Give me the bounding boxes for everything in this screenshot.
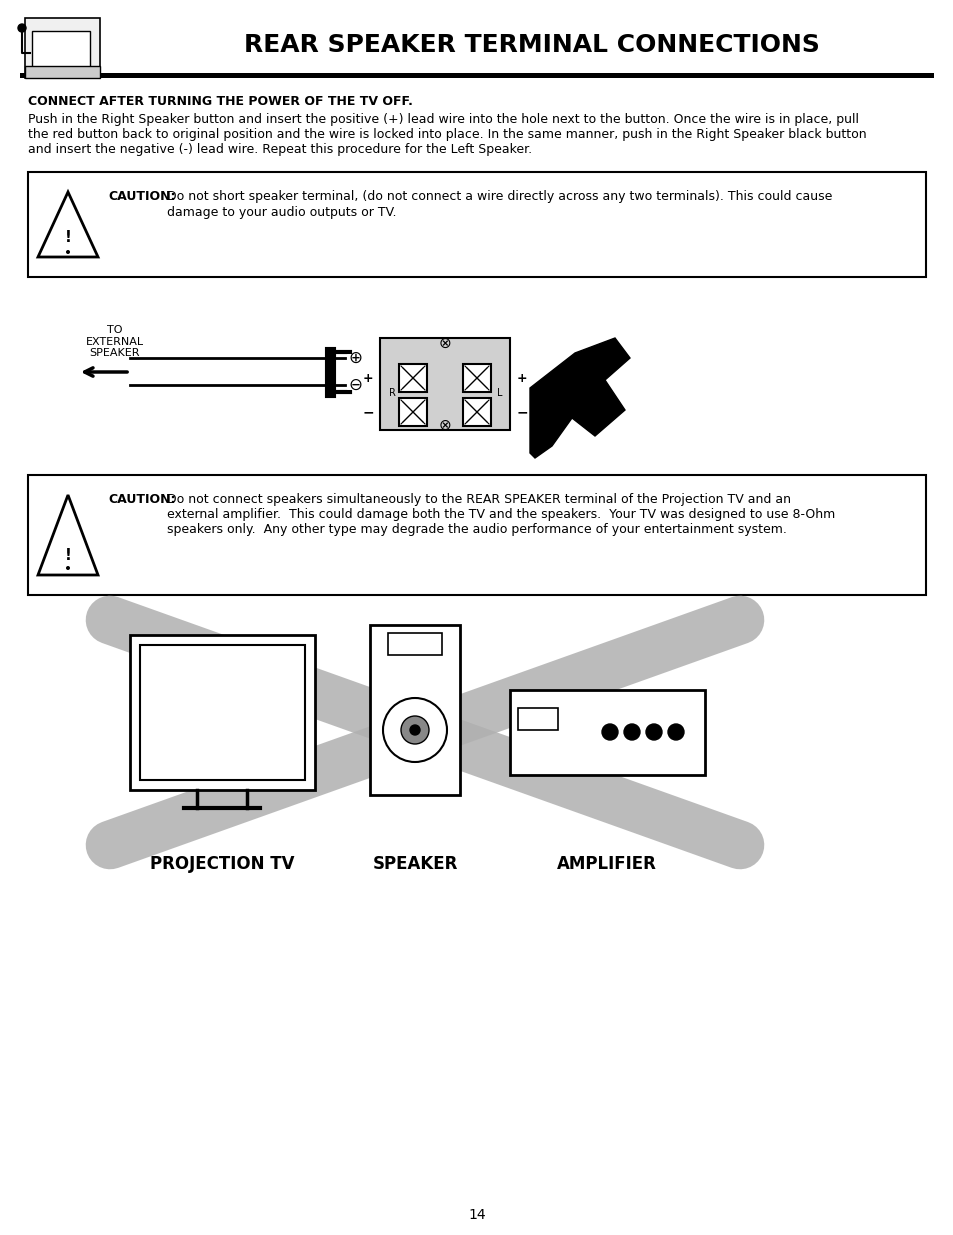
Polygon shape [38,191,98,257]
Text: external amplifier.  This could damage both the TV and the speakers.  Your TV wa: external amplifier. This could damage bo… [167,508,835,521]
Text: the red button back to original position and the wire is locked into place. In t: the red button back to original position… [28,128,865,141]
Text: ⊗: ⊗ [438,336,451,351]
Text: TO
EXTERNAL
SPEAKER: TO EXTERNAL SPEAKER [86,325,144,358]
Text: AMPLIFIER: AMPLIFIER [557,855,657,873]
Bar [28,475,925,595]
Text: CAUTION:: CAUTION: [108,493,175,506]
Text: SPEAKER: SPEAKER [372,855,457,873]
Text: !: ! [65,230,71,245]
Bar [130,635,314,790]
Text: L: L [497,388,502,398]
Bar [20,73,933,78]
Text: CAUTION:: CAUTION: [108,190,175,203]
Bar [398,364,427,391]
Text: −: − [362,405,374,419]
Bar [32,31,90,73]
Bar [379,338,510,430]
Text: R: R [388,388,395,398]
Text: ⊖: ⊖ [348,375,361,394]
Text: Push in the Right Speaker button and insert the positive (+) lead wire into the : Push in the Right Speaker button and ins… [28,112,858,126]
Bar [28,172,925,277]
Circle shape [66,566,70,571]
Text: +: + [362,372,373,384]
Text: Do not connect speakers simultaneously to the REAR SPEAKER terminal of the Proje: Do not connect speakers simultaneously t… [167,493,790,506]
Bar [25,19,100,78]
Circle shape [601,724,618,740]
Text: CONNECT AFTER TURNING THE POWER OF THE TV OFF.: CONNECT AFTER TURNING THE POWER OF THE T… [28,95,413,107]
Bar [370,625,459,795]
Bar [140,645,305,781]
Bar [25,65,100,78]
Bar [510,690,704,776]
Polygon shape [530,338,629,458]
Text: REAR SPEAKER TERMINAL CONNECTIONS: REAR SPEAKER TERMINAL CONNECTIONS [244,33,820,57]
Text: +: + [517,372,527,384]
Circle shape [382,698,447,762]
Circle shape [18,23,26,32]
Circle shape [66,249,70,254]
Bar [462,398,491,426]
Text: 14: 14 [468,1208,485,1221]
Bar [462,364,491,391]
Circle shape [410,725,419,735]
Text: Do not short speaker terminal, (do not connect a wire directly across any two te: Do not short speaker terminal, (do not c… [167,190,832,203]
Text: !: ! [65,547,71,562]
Text: ⊕: ⊕ [348,350,361,367]
Bar [398,398,427,426]
Circle shape [623,724,639,740]
Bar [388,634,441,655]
Circle shape [667,724,683,740]
Text: PROJECTION TV: PROJECTION TV [150,855,294,873]
Circle shape [645,724,661,740]
Circle shape [400,716,429,743]
Polygon shape [38,495,98,576]
Text: ⊗: ⊗ [438,417,451,432]
Text: damage to your audio outputs or TV.: damage to your audio outputs or TV. [167,206,396,219]
Text: speakers only.  Any other type may degrade the audio performance of your enterta: speakers only. Any other type may degrad… [167,522,786,536]
Bar [517,708,558,730]
Text: −: − [516,405,527,419]
Text: and insert the negative (-) lead wire. Repeat this procedure for the Left Speake: and insert the negative (-) lead wire. R… [28,143,532,156]
